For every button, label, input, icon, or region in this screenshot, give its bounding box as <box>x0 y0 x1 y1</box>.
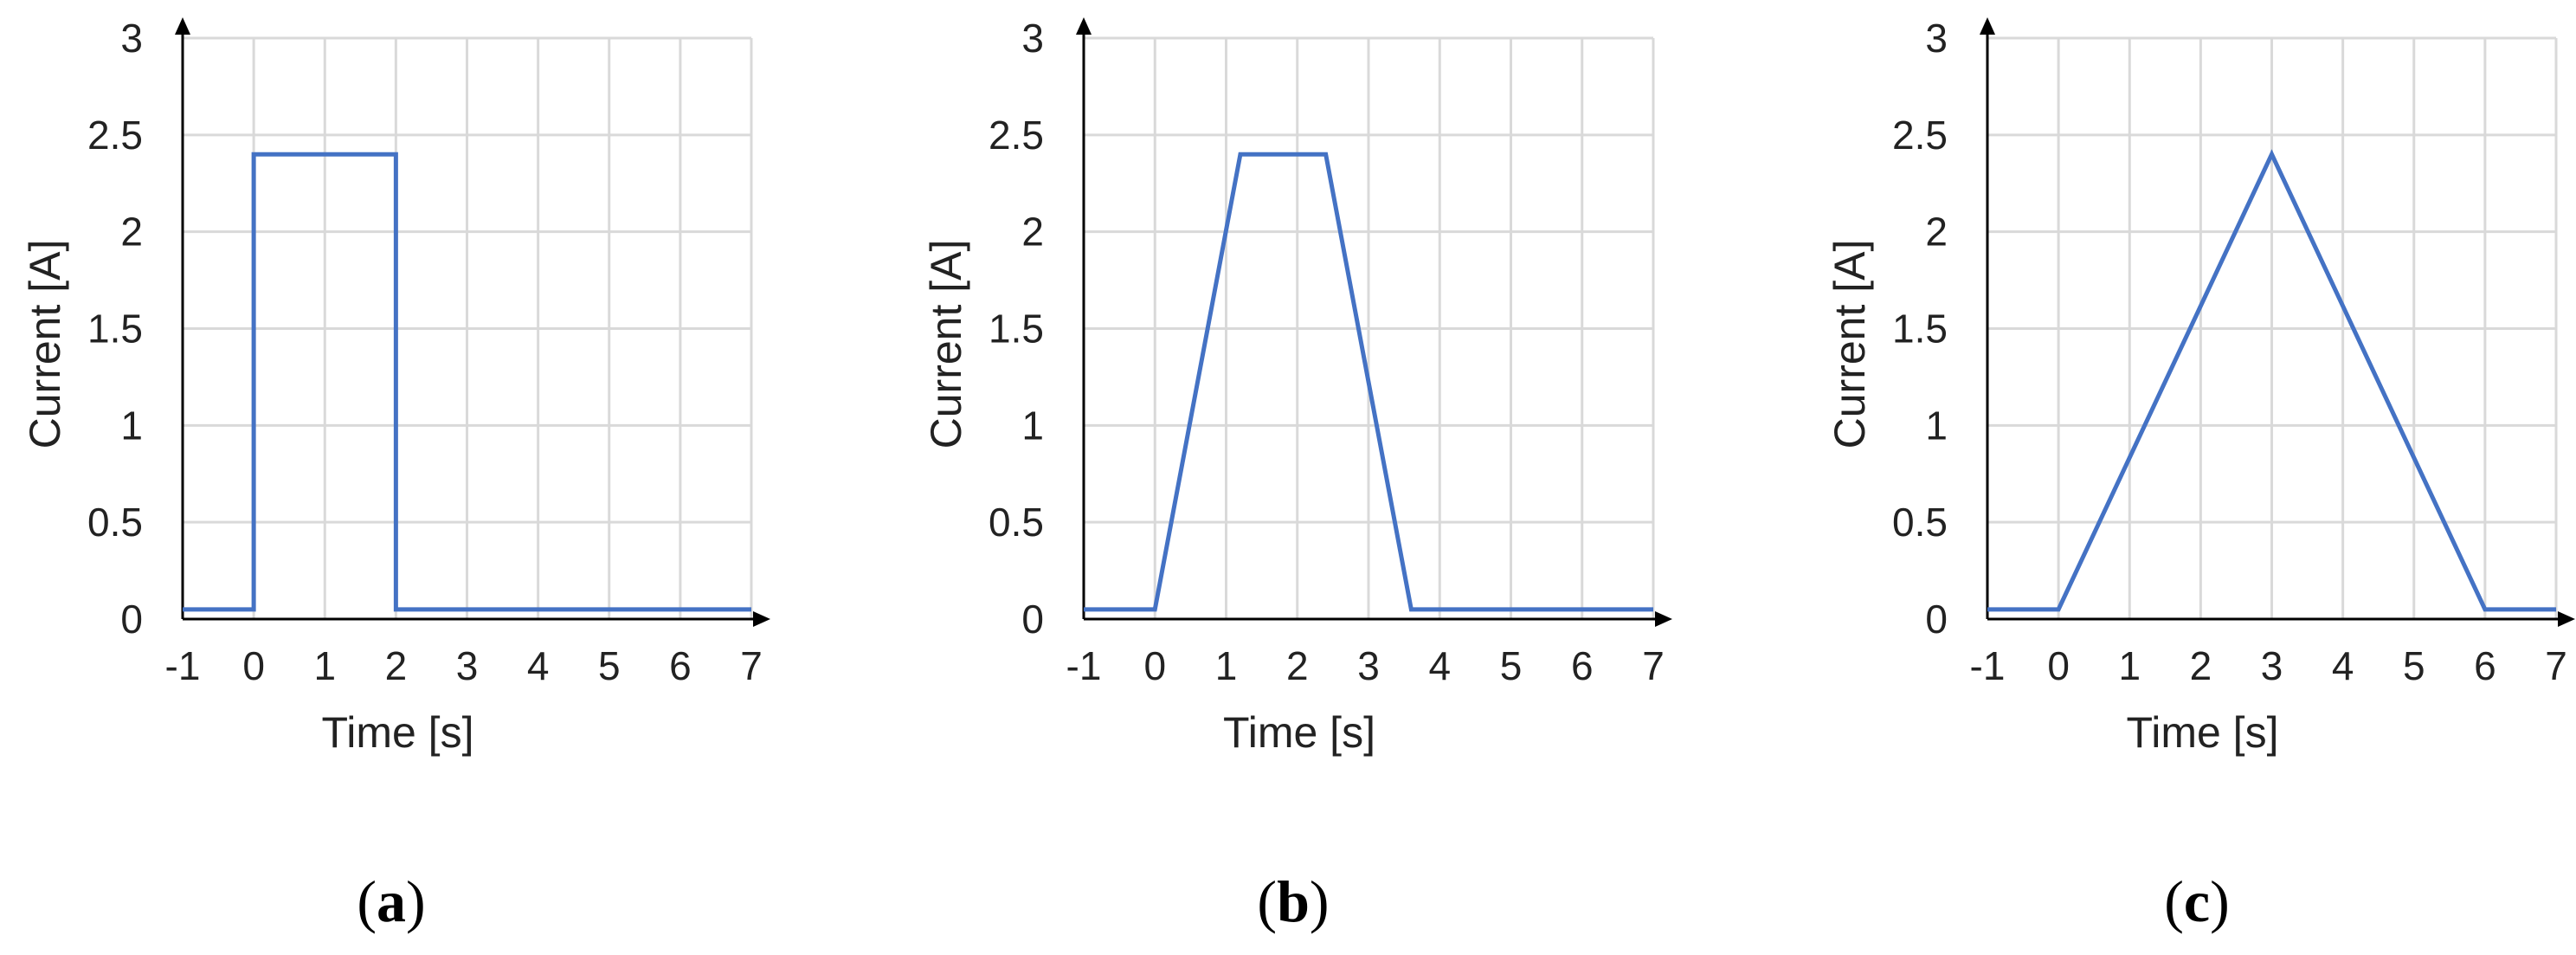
panel-caption-letter: c <box>2184 868 2210 934</box>
x-tick-label: 5 <box>1500 643 1523 688</box>
y-tick-label: 2 <box>120 210 143 255</box>
y-tick-label: 3 <box>1925 16 1948 61</box>
series-line <box>1987 149 2556 612</box>
x-tick-label: 0 <box>242 643 265 688</box>
x-axis-arrow-icon <box>1655 611 1672 627</box>
x-tick-label: 1 <box>1215 643 1238 688</box>
x-tick-label: 3 <box>2261 643 2283 688</box>
x-tick-label: 1 <box>2118 643 2141 688</box>
x-tick-label: 2 <box>2190 643 2212 688</box>
x-tick-label: 0 <box>1143 643 1166 688</box>
y-tick-label: 3 <box>120 16 143 61</box>
x-axis-arrow-icon <box>2558 611 2575 627</box>
y-tick-label: 1.5 <box>1892 307 1948 352</box>
x-tick-label: 6 <box>2474 643 2496 688</box>
x-tick-label: 5 <box>598 643 621 688</box>
x-tick-label: 7 <box>740 643 763 688</box>
y-axis-arrow-icon <box>175 17 190 35</box>
x-tick-label: 6 <box>1571 643 1594 688</box>
x-tick-label: 3 <box>1357 643 1380 688</box>
y-tick-label: 0 <box>1925 597 1948 642</box>
y-tick-label: 2.5 <box>989 113 1044 158</box>
y-axis-title: Current [A] <box>21 240 69 449</box>
x-axis-title: Time [s] <box>2127 708 2279 757</box>
y-tick-label: 0.5 <box>1892 500 1948 545</box>
x-tick-label: 1 <box>313 643 336 688</box>
panel-caption: (a) <box>357 868 425 934</box>
y-tick-label: 1.5 <box>87 307 143 352</box>
x-tick-label: -1 <box>165 643 201 688</box>
y-tick-label: 0 <box>120 597 143 642</box>
y-tick-label: 1 <box>120 403 143 448</box>
y-tick-label: 0 <box>1021 597 1044 642</box>
y-axis-title: Current [A] <box>1826 240 1874 449</box>
x-tick-label: 7 <box>1642 643 1665 688</box>
x-axis-title: Time [s] <box>1223 708 1375 757</box>
panel-caption: (c) <box>2164 868 2230 934</box>
panel-caption: (b) <box>1257 868 1329 934</box>
chart-panel-a: 0 0.5 1 1.5 2 2.5 3 -1 0 1 2 3 4 5 6 7 Time [s] Current [… <box>21 16 770 934</box>
x-tick-label: 0 <box>2047 643 2070 688</box>
series-line <box>183 152 751 612</box>
y-tick-label: 1 <box>1925 403 1948 448</box>
y-tick-label: 0.5 <box>87 500 143 545</box>
x-axis-title: Time [s] <box>322 708 474 757</box>
y-tick-label: 3 <box>1021 16 1044 61</box>
x-tick-label: -1 <box>1066 643 1102 688</box>
y-axis-arrow-icon <box>1980 17 1995 35</box>
chart-panel-b: 0 0.5 1 1.5 2 2.5 3 -1 0 1 2 3 4 5 6 7 Time [s] Current [… <box>922 16 1672 934</box>
x-tick-label: 2 <box>1286 643 1309 688</box>
x-tick-label: 4 <box>1428 643 1451 688</box>
y-tick-label: 2 <box>1021 210 1044 255</box>
x-tick-label: 4 <box>2332 643 2354 688</box>
x-tick-label: 7 <box>2545 643 2567 688</box>
chart-panel-c: 0 0.5 1 1.5 2 2.5 3 -1 0 1 2 3 4 5 6 7 Time [s] Current [… <box>1826 16 2575 934</box>
y-axis-arrow-icon <box>1076 17 1092 35</box>
y-tick-label: 2 <box>1925 210 1948 255</box>
x-tick-label: 5 <box>2403 643 2425 688</box>
x-tick-label: 2 <box>385 643 408 688</box>
gridlines <box>181 36 753 621</box>
y-axis-title: Current [A] <box>922 240 970 449</box>
panel-caption-letter: b <box>1277 868 1310 934</box>
y-tick-label: 0.5 <box>989 500 1044 545</box>
series-line <box>1084 152 1653 612</box>
gridlines <box>1986 36 2558 621</box>
x-tick-label: 3 <box>456 643 479 688</box>
y-tick-label: 1 <box>1021 403 1044 448</box>
panel-caption-letter: a <box>377 868 406 934</box>
y-tick-label: 1.5 <box>989 307 1044 352</box>
y-tick-label: 2.5 <box>1892 113 1948 158</box>
x-tick-label: 6 <box>669 643 692 688</box>
x-tick-label: -1 <box>1970 643 2006 688</box>
x-axis-arrow-icon <box>753 611 770 627</box>
x-tick-label: 4 <box>527 643 550 688</box>
y-tick-label: 2.5 <box>87 113 143 158</box>
